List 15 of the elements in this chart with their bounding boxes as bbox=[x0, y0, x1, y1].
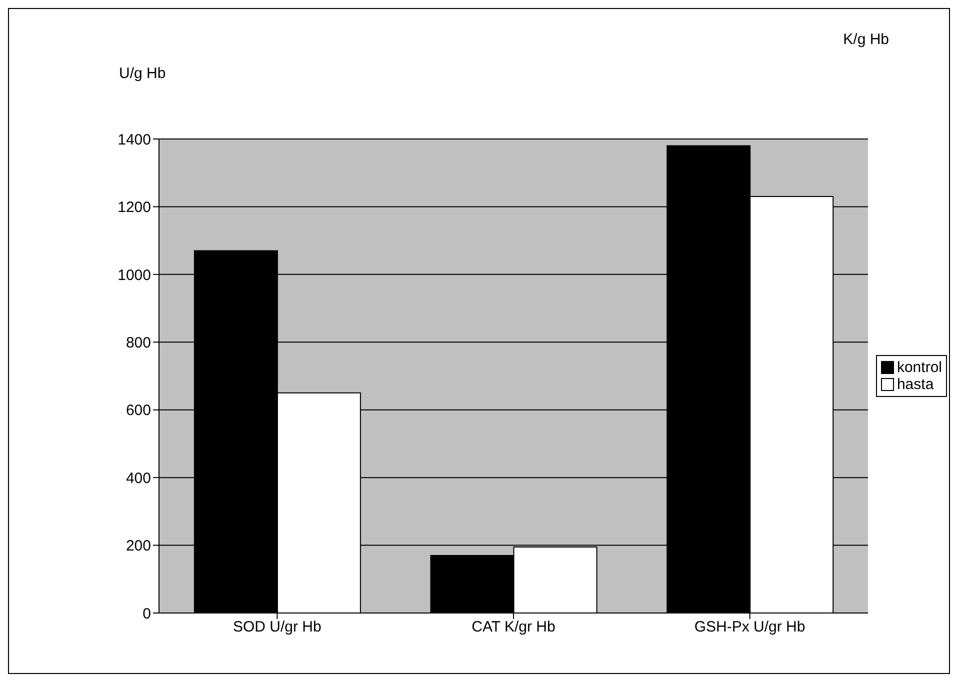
y-tick-label: 200 bbox=[126, 538, 151, 555]
y-tick-label: 1000 bbox=[118, 266, 151, 284]
legend-label: hasta bbox=[896, 376, 934, 393]
text: K/g Hb bbox=[843, 31, 889, 48]
y-tick-label: 800 bbox=[126, 334, 151, 352]
x-tick-label: GSH-Px U/gr Hb bbox=[694, 618, 806, 636]
y-tick-label: 600 bbox=[126, 402, 151, 420]
y-tick-label: 400 bbox=[126, 470, 151, 487]
x-tick-label: SOD U/gr Hb bbox=[232, 618, 322, 636]
y-tick-label: 0 bbox=[142, 605, 151, 622]
x-tick-label: CAT K/gr Hb bbox=[472, 618, 556, 636]
legend-label: kontrol bbox=[896, 359, 942, 376]
y-tick-label: 1400 bbox=[118, 131, 151, 148]
y-axis-title: U/g Hb bbox=[119, 65, 166, 82]
y-tick-label: 1200 bbox=[118, 199, 151, 216]
